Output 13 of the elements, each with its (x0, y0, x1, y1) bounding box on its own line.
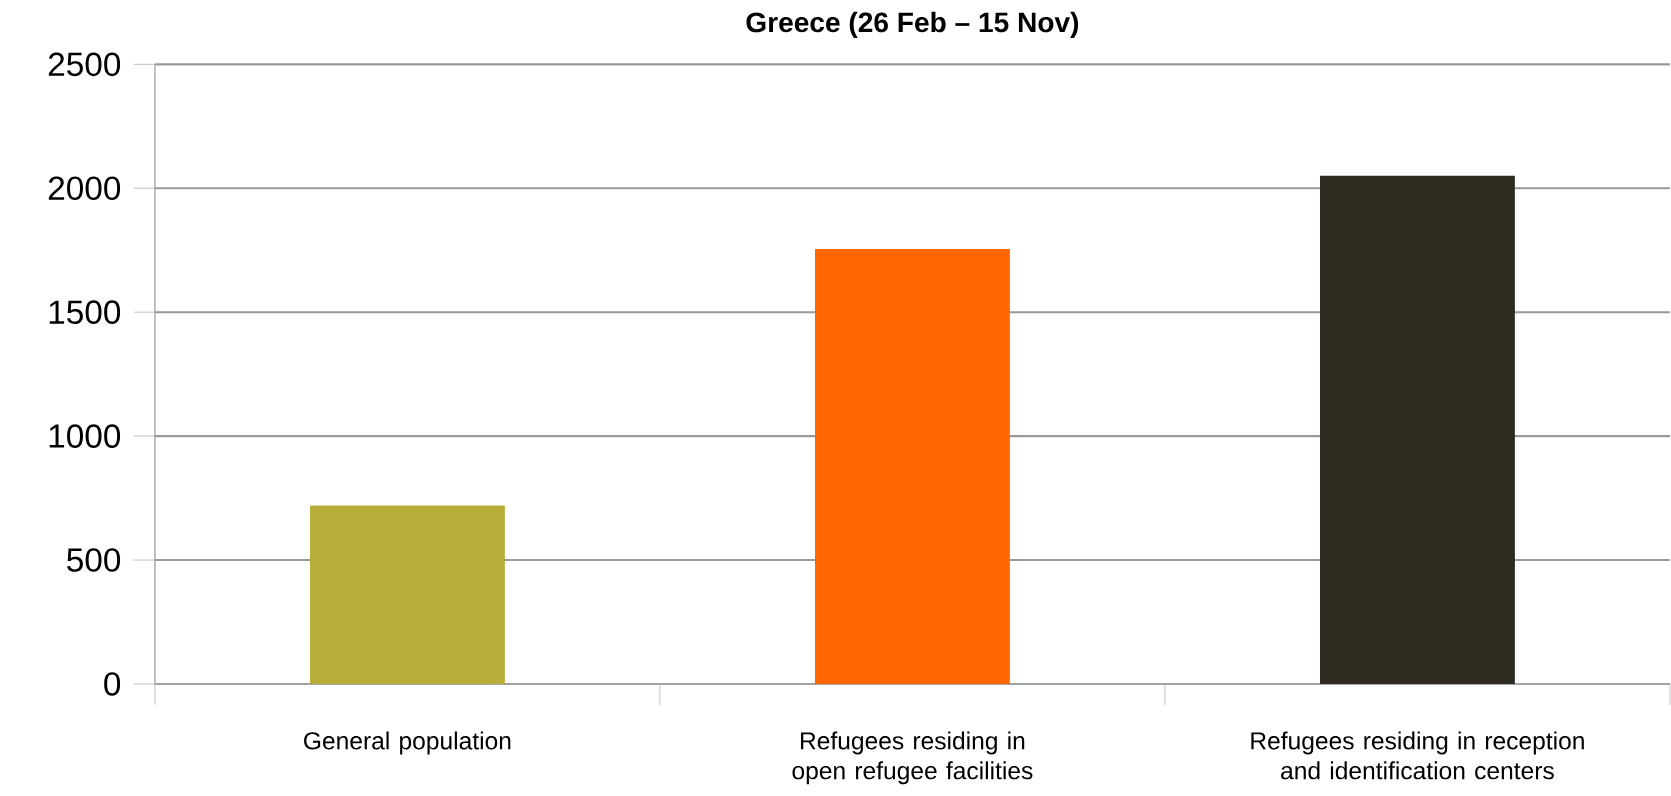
x-tick-label: Refugees residing in open refugee facilities (792, 731, 1033, 785)
y-tick-label: 500 (67, 548, 121, 572)
y-tick-label: 1500 (49, 300, 121, 325)
bar (1319, 175, 1515, 684)
chart-title: Greece (26 Feb – 15 Nov) (746, 11, 1079, 38)
bar (814, 248, 1010, 684)
y-tick-label: 2500 (48, 52, 121, 77)
y-tick-label: 0 (104, 672, 121, 696)
y-tick-label: 2000 (48, 176, 121, 201)
bar (309, 505, 505, 684)
x-tick-label: General population (304, 731, 511, 755)
x-tick-label: Refugees residing in reception and identification centers (1251, 731, 1584, 780)
y-tick-label: 1000 (49, 424, 121, 448)
